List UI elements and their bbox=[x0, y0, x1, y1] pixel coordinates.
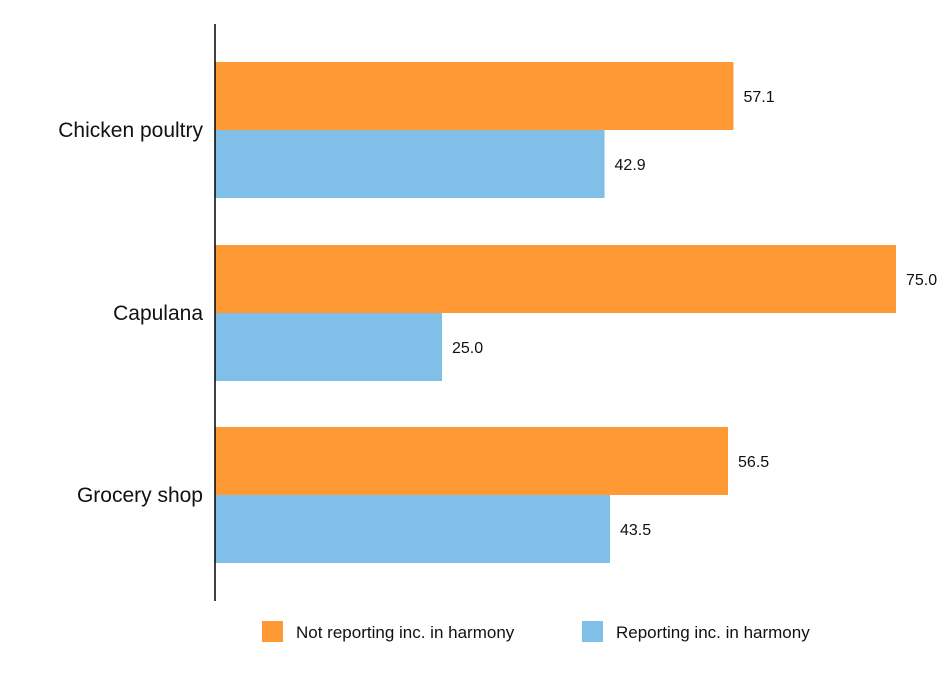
category-label-chicken-poultry: Chicken poultry bbox=[58, 119, 203, 142]
data-label-grocery-shop-series-1: 56.5 bbox=[738, 454, 769, 471]
data-label-grocery-shop-series-2: 43.5 bbox=[620, 522, 651, 539]
legend-swatch-series-2 bbox=[582, 621, 603, 642]
category-label-grocery-shop: Grocery shop bbox=[77, 484, 203, 507]
bar-grocery-shop-series-1 bbox=[215, 427, 729, 495]
legend-item-series-1: Not reporting inc. in harmony bbox=[262, 621, 515, 642]
data-label-chicken-poultry-series-1: 57.1 bbox=[743, 89, 774, 106]
legend-label-series-2: Reporting inc. in harmony bbox=[616, 623, 810, 642]
data-label-chicken-poultry-series-2: 42.9 bbox=[615, 157, 646, 174]
bar-chicken-poultry-series-1 bbox=[215, 62, 734, 130]
legend-swatch-series-1 bbox=[262, 621, 283, 642]
bar-capulana-series-1 bbox=[215, 245, 896, 313]
data-label-capulana-series-1: 75.0 bbox=[906, 272, 937, 289]
legend-item-series-2: Reporting inc. in harmony bbox=[582, 621, 810, 642]
bar-grocery-shop-series-2 bbox=[215, 495, 610, 563]
bar-capulana-series-2 bbox=[215, 313, 442, 381]
legend-label-series-1: Not reporting inc. in harmony bbox=[296, 623, 515, 642]
data-label-capulana-series-2: 25.0 bbox=[452, 340, 483, 357]
bar-chicken-poultry-series-2 bbox=[215, 130, 605, 198]
category-label-capulana: Capulana bbox=[113, 302, 203, 325]
